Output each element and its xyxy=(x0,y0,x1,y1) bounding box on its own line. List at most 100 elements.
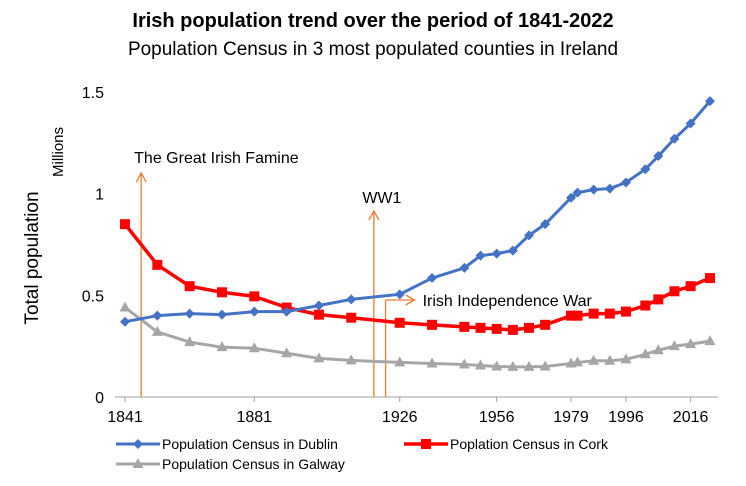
series-galway-point xyxy=(523,360,535,371)
series-galway-point xyxy=(588,354,600,365)
series-galway-point xyxy=(281,347,293,358)
axes-layer: 0 0.5 1 1.5 1841 1881 1926 1956 1979 1996 2016 xyxy=(82,85,718,426)
series-galway-point xyxy=(604,354,616,365)
series-dublin-point xyxy=(669,133,680,144)
series-dublin-line xyxy=(124,100,712,324)
series-cork-point xyxy=(588,308,599,319)
series-galway-point xyxy=(119,301,131,312)
series-cork-point xyxy=(620,306,631,317)
series-galway-point xyxy=(345,354,357,365)
series-galway-point xyxy=(216,341,228,352)
y-tick-label: 0.5 xyxy=(82,288,104,305)
series-dublin-point xyxy=(604,183,615,194)
series-galway-point xyxy=(571,356,583,367)
x-tick-label: 1956 xyxy=(479,409,515,426)
series-cork-point xyxy=(640,300,651,311)
series-dublin xyxy=(120,96,715,327)
series-cork xyxy=(120,219,715,335)
series-cork-point xyxy=(669,286,680,297)
series-dublin-point xyxy=(685,118,696,129)
series-dublin-point xyxy=(566,192,577,203)
series-cork-point xyxy=(653,294,664,305)
series-cork-point xyxy=(394,317,405,328)
ww1-arrow-head xyxy=(368,209,380,221)
legend-swatch-marker xyxy=(132,458,144,468)
series-galway-point xyxy=(475,359,487,370)
x-tick-label: 1881 xyxy=(236,409,272,426)
series-dublin-point xyxy=(281,306,292,317)
x-tick-label: 1979 xyxy=(553,409,589,426)
legend-label: Population Census in Dublin xyxy=(162,436,338,452)
series-cork-point xyxy=(540,319,551,330)
annotation-layer: The Great Irish Famine WW1 Irish Independe… xyxy=(134,150,593,397)
series-dublin-point xyxy=(540,219,551,230)
series-galway-point xyxy=(652,344,664,355)
y-axis-label: Total population xyxy=(22,191,43,324)
series-galway-point xyxy=(248,342,260,353)
series-galway-point xyxy=(620,353,632,364)
x-tick-label: 1841 xyxy=(107,409,143,426)
series-dublin-point xyxy=(184,308,195,319)
series-dublin-point xyxy=(152,310,163,321)
series-cork-point xyxy=(566,310,577,321)
series-dublin-point xyxy=(120,316,130,327)
series-cork-point xyxy=(524,322,535,333)
legend-label: Poplation Census in Cork xyxy=(450,436,609,452)
series-dublin-point xyxy=(653,151,664,162)
series-dublin-point xyxy=(640,164,651,175)
series-dublin-point xyxy=(249,306,260,317)
series-dublin-point xyxy=(427,273,438,284)
series-cork-point xyxy=(120,219,130,230)
series-cork-point xyxy=(491,323,502,334)
series-dublin-point xyxy=(475,250,486,261)
series-galway-point xyxy=(539,360,551,371)
series-dublin-point xyxy=(216,309,227,320)
series-galway-point xyxy=(313,352,325,363)
series-galway-point xyxy=(458,358,470,369)
legend-swatch-marker xyxy=(133,439,143,449)
series-dublin-point xyxy=(394,289,405,300)
series-dublin-point xyxy=(620,177,631,188)
series-cork-point xyxy=(475,322,486,333)
famine-arrow-head xyxy=(135,171,147,183)
series-dublin-point xyxy=(705,96,715,107)
series-cork-point xyxy=(427,319,438,330)
series-cork-point xyxy=(685,281,696,292)
legend: Population Census in Dublin Poplation Cen… xyxy=(116,436,609,472)
series-dublin-point xyxy=(507,245,518,256)
series-dublin-point xyxy=(491,248,502,259)
series-cork-point xyxy=(604,308,615,319)
y-tick-label: 0 xyxy=(95,390,104,407)
chart-subtitle: Population Census in 3 most populated co… xyxy=(128,39,618,60)
series-galway-point xyxy=(507,360,519,371)
x-tick-label: 1996 xyxy=(608,409,644,426)
series-galway-point xyxy=(394,356,406,367)
series-galway-point xyxy=(668,340,680,351)
series-cork-point xyxy=(346,312,357,323)
famine-annotation: The Great Irish Famine xyxy=(134,150,299,167)
series-cork-point xyxy=(184,281,195,292)
independence-annotation: Irish Independence War xyxy=(423,293,593,310)
legend-swatch-marker xyxy=(421,439,431,449)
legend-label: Population Census in Galway xyxy=(162,456,345,472)
independence-arrow-head xyxy=(405,294,416,306)
series-cork-point xyxy=(313,309,324,320)
series-cork-point xyxy=(152,259,163,270)
series-dublin-point xyxy=(346,294,357,305)
series-galway-point xyxy=(491,360,503,371)
y-tick-label: 1 xyxy=(95,187,104,204)
y-tick-label: 1.5 xyxy=(82,85,104,102)
series-galway xyxy=(119,301,716,371)
series-cork-point xyxy=(459,321,470,332)
series-layer xyxy=(119,96,716,371)
x-tick-label: 2016 xyxy=(673,409,709,426)
series-dublin-point xyxy=(313,300,324,311)
series-dublin-point xyxy=(459,262,470,273)
series-cork-point xyxy=(216,287,227,298)
series-cork-point xyxy=(507,324,518,335)
series-galway-point xyxy=(426,357,438,368)
series-cork-point xyxy=(572,310,583,321)
series-dublin-point xyxy=(524,230,535,241)
